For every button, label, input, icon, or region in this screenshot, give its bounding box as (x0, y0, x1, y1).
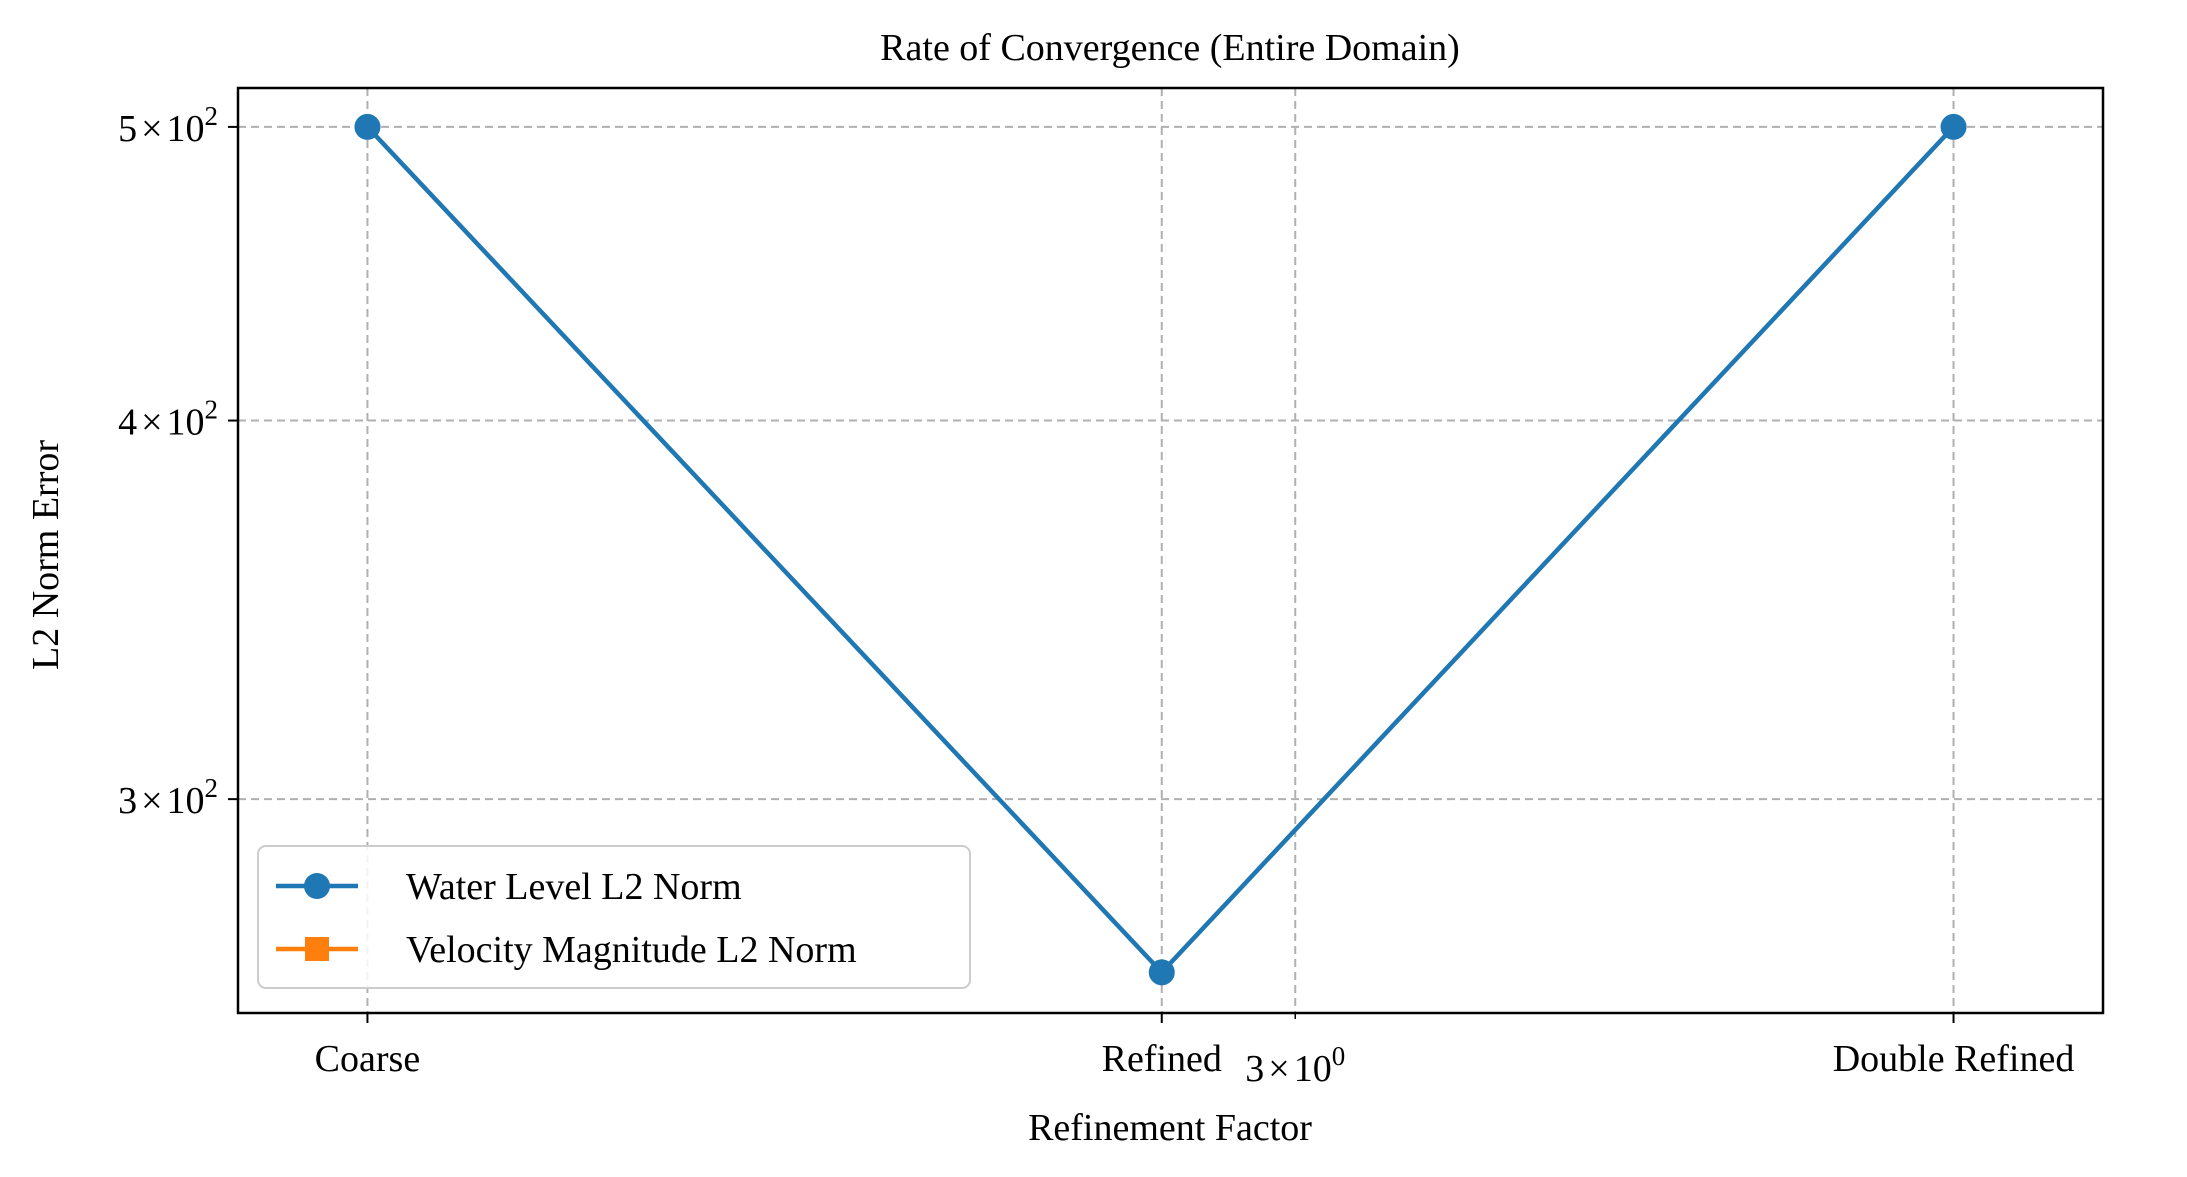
y-tick-label-base: 10 (167, 108, 205, 150)
plot-series (354, 113, 1967, 986)
y-tick-label-base: 10 (167, 402, 205, 444)
x-minor-tick-label-mantissa: 3 (1245, 1048, 1264, 1090)
data-point (1940, 113, 1967, 140)
x-axis-label: Refinement Factor (1028, 1107, 1312, 1149)
legend-item: Water Level L2 Norm (276, 866, 742, 908)
x-tick-label: Double Refined (1833, 1038, 2075, 1080)
y-tick-label: 4 × 102 (118, 395, 218, 444)
y-tick-label-mantissa: 3 (118, 780, 137, 822)
y-tick-label-exponent: 2 (205, 101, 219, 131)
y-tick-label-base: 10 (167, 780, 205, 822)
data-point (354, 113, 381, 140)
data-point (1148, 959, 1175, 986)
legend-square-marker (305, 937, 329, 961)
y-tick-label-mantissa: 5 (118, 108, 137, 150)
y-axis-label: L2 Norm Error (25, 440, 67, 670)
plot-area-frame (236, 86, 2105, 1015)
y-tick-label: 5 × 102 (118, 101, 218, 150)
x-minor-tick-label-exponent: 0 (1332, 1041, 1346, 1071)
y-tick-label-exponent: 2 (205, 773, 219, 803)
y-tick-label: 3 × 102 (118, 773, 218, 822)
y-tick-label-times: × (141, 780, 162, 822)
x-tick-label: Refined (1102, 1038, 1222, 1080)
legend-circle-marker (304, 873, 330, 899)
y-tick-label-times: × (141, 402, 162, 444)
y-tick-label-mantissa: 4 (118, 402, 137, 444)
legend-label: Water Level L2 Norm (406, 866, 742, 908)
x-minor-tick-label: 3 × 100 (1245, 1041, 1345, 1090)
x-tick-label: Coarse (315, 1038, 421, 1080)
y-tick-label-exponent: 2 (205, 395, 219, 425)
legend-box (257, 845, 971, 989)
legend: Water Level L2 Norm Velocity Magnitude L2… (257, 845, 971, 989)
chart-title: Rate of Convergence (Entire Domain) (880, 27, 1460, 69)
x-minor-tick-label-times: × (1268, 1048, 1289, 1090)
x-minor-tick-label-base: 10 (1294, 1048, 1332, 1090)
legend-label: Velocity Magnitude L2 Norm (406, 929, 857, 971)
y-tick-label-times: × (141, 108, 162, 150)
legend-item: Velocity Magnitude L2 Norm (276, 929, 857, 971)
